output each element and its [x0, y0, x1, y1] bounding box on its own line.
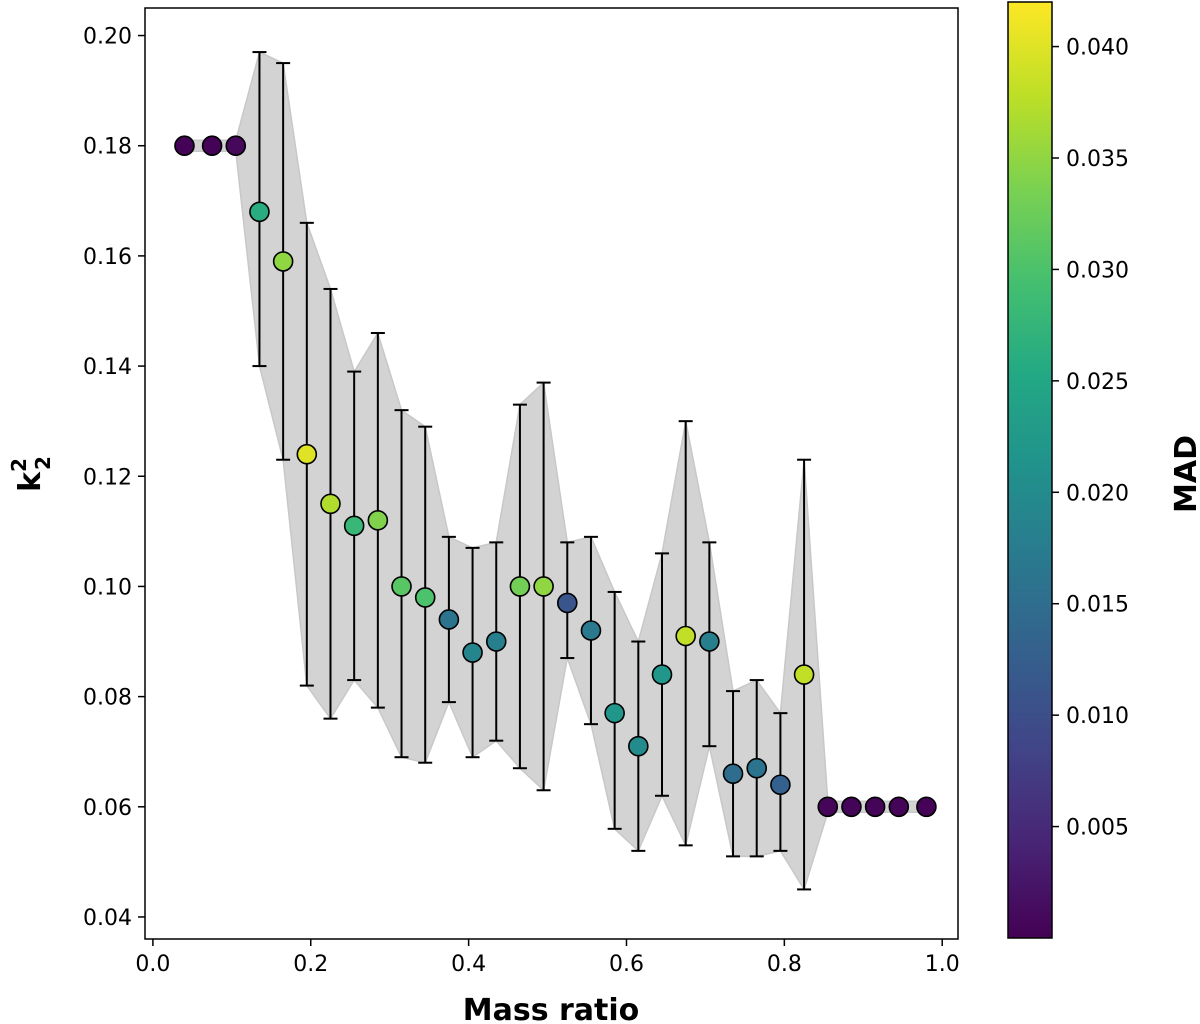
data-point [485, 631, 507, 652]
data-points [174, 135, 937, 818]
x-tick-label: 0.8 [767, 952, 802, 977]
data-point [391, 576, 412, 597]
data-point [367, 510, 389, 531]
data-point [916, 796, 937, 818]
data-point [462, 642, 483, 663]
data-point [604, 702, 625, 724]
x-tick-label: 0.6 [609, 952, 644, 977]
data-point [817, 796, 839, 818]
data-point [888, 796, 910, 818]
x-tick-label: 0.4 [451, 952, 486, 977]
x-tick-label: 0.2 [293, 952, 328, 977]
data-point [343, 515, 365, 537]
y-axis: 0.04 0.06 0.08 0.10 0.12 0.14 0.16 0.18 0.20 [83, 25, 145, 931]
y-tick-label: 0.12 [83, 465, 132, 490]
data-point [174, 135, 195, 157]
data-point [793, 664, 815, 685]
plot-area [144, 7, 959, 940]
data-point [556, 592, 578, 614]
data-point [699, 631, 720, 652]
y-tick-label: 0.16 [83, 245, 132, 270]
colorbar-title: MAD [1169, 435, 1200, 513]
y-tick-label: 0.20 [83, 25, 132, 50]
data-point [580, 620, 602, 641]
y-tick-label: 0.06 [83, 796, 132, 821]
data-point [272, 251, 294, 272]
x-tick-label: 1.0 [925, 952, 960, 977]
data-point [201, 135, 223, 157]
colorbar-tick-label: 0.035 [1066, 147, 1129, 172]
y-axis-title: k22 [7, 456, 55, 492]
colorbar: 0.005 0.010 0.015 0.020 0.025 0.030 0.035 0.040… [1007, 1, 1200, 939]
data-point [675, 625, 696, 647]
colorbar-tick-label: 0.040 [1066, 36, 1129, 61]
x-axis-title: Mass ratio [463, 993, 640, 1024]
y-axis-title-subscript: 2 [31, 456, 55, 470]
data-point [438, 609, 460, 630]
colorbar-tick-label: 0.010 [1066, 704, 1129, 729]
data-point [320, 493, 341, 515]
colorbar-gradient [1007, 1, 1053, 939]
colorbar-tick-label: 0.030 [1066, 258, 1129, 283]
plot-frame [144, 7, 959, 940]
colorbar-tick-label: 0.025 [1066, 370, 1129, 395]
colorbar-ticks: 0.005 0.010 0.015 0.020 0.025 0.030 0.035 0.040 [1052, 36, 1129, 841]
data-point [722, 763, 744, 785]
data-point [864, 796, 886, 818]
data-point [225, 135, 247, 157]
data-point [628, 735, 649, 757]
x-tick-label: 0.0 [135, 952, 170, 977]
data-point [296, 443, 318, 465]
data-point [841, 796, 862, 818]
data-point [509, 576, 531, 597]
data-point [414, 587, 436, 608]
data-point [770, 774, 791, 796]
y-tick-label: 0.08 [83, 686, 132, 711]
y-tick-label: 0.10 [83, 575, 132, 600]
uncertainty-band [183, 51, 928, 892]
svg-text:k22: k22 [7, 456, 55, 492]
colorbar-tick-label: 0.005 [1066, 816, 1129, 841]
colorbar-tick-label: 0.015 [1066, 593, 1129, 618]
x-axis: 0.0 0.2 0.4 0.6 0.8 1.0 [135, 939, 960, 977]
data-point [746, 757, 768, 779]
data-point [651, 664, 673, 685]
colorbar-tick-label: 0.020 [1066, 481, 1129, 506]
y-tick-label: 0.14 [83, 355, 132, 380]
y-axis-title-superscript: 2 [7, 458, 31, 472]
y-tick-label: 0.04 [83, 906, 132, 931]
data-point [249, 201, 270, 223]
data-point [533, 576, 554, 597]
y-tick-label: 0.18 [83, 135, 132, 160]
y-axis-title-base: k [13, 471, 48, 492]
